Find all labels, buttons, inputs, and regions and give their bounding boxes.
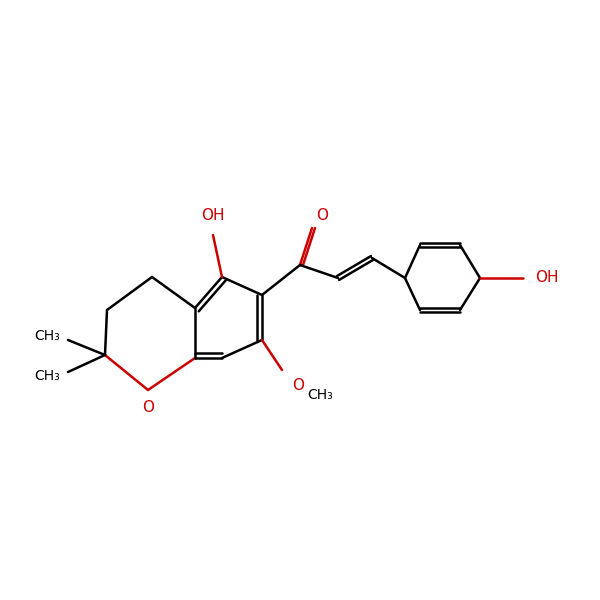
Text: CH₃: CH₃	[34, 369, 60, 383]
Text: CH₃: CH₃	[34, 329, 60, 343]
Text: O: O	[292, 377, 304, 392]
Text: OH: OH	[535, 271, 559, 286]
Text: OH: OH	[201, 208, 225, 223]
Text: CH₃: CH₃	[307, 388, 333, 402]
Text: O: O	[142, 400, 154, 415]
Text: O: O	[316, 208, 328, 223]
